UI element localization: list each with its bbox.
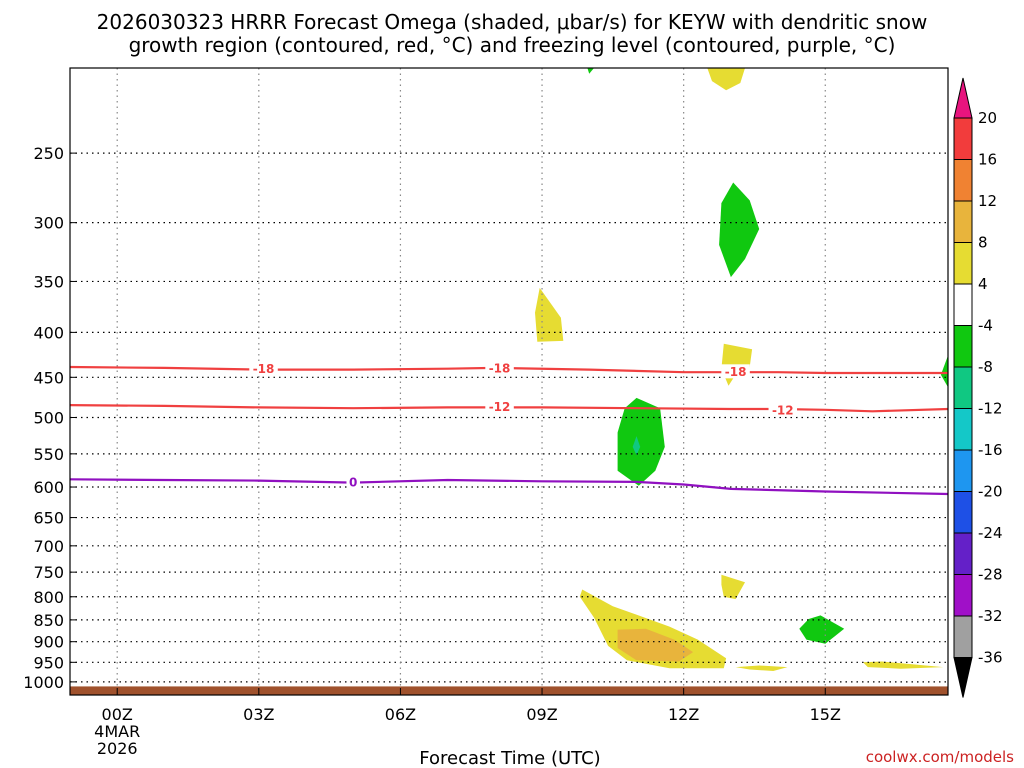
omega-region-0 xyxy=(707,68,745,91)
colorbar-swatch-1 xyxy=(953,159,973,202)
y-tick-label-850: 850 xyxy=(33,611,64,630)
omega-region-3 xyxy=(535,287,564,342)
colorbar-label-1: 16 xyxy=(978,151,997,169)
omega-region-1 xyxy=(587,68,594,74)
y-tick-label-800: 800 xyxy=(33,588,64,607)
colorbar-label-12: -32 xyxy=(978,607,1003,625)
colorbar-swatch-8 xyxy=(953,449,973,492)
colorbar-top-arrow xyxy=(953,77,973,119)
contour-label-bg-1-1 xyxy=(768,402,798,417)
colorbar-label-3: 8 xyxy=(978,234,988,252)
colorbar-bottom-arrow xyxy=(953,657,973,698)
y-tick-label-1000: 1000 xyxy=(23,673,64,692)
colorbar-swatch-7 xyxy=(953,408,973,451)
colorbar-swatch-9 xyxy=(953,491,973,534)
colorbar-swatch-5 xyxy=(953,325,973,368)
contour-label-0-1: -18 xyxy=(489,361,511,375)
colorbar-label-10: -24 xyxy=(978,524,1003,542)
chart-title-line-2: growth region (contoured, red, °C) and f… xyxy=(129,33,896,57)
colorbar-label-4: 4 xyxy=(978,275,988,293)
omega-region-10 xyxy=(617,628,694,662)
y-tick-label-250: 250 xyxy=(33,144,64,163)
x-tick-label-03Z: 03Z xyxy=(243,705,274,724)
omega-region-7 xyxy=(632,436,641,456)
contour-label-bg-0-1 xyxy=(485,360,514,375)
y-tick-label-950: 950 xyxy=(33,653,64,672)
colorbar-label-13: -36 xyxy=(978,649,1003,667)
y-tick-label-750: 750 xyxy=(33,563,64,582)
x-tick-label-06Z: 06Z xyxy=(385,705,416,724)
colorbar-swatch-10 xyxy=(953,532,973,575)
contour-line-0 xyxy=(70,478,948,496)
colorbar-swatch-6 xyxy=(953,366,973,409)
y-tick-label-900: 900 xyxy=(33,633,64,652)
x-tick-sublabel-1: 2026 xyxy=(97,739,138,758)
contour-label-bg-0-0 xyxy=(249,361,278,376)
y-tick-label-650: 650 xyxy=(33,509,64,528)
omega-region-9 xyxy=(579,589,727,669)
colorbar-label-0: 20 xyxy=(978,109,997,127)
contour-label-bg-0-2 xyxy=(721,364,750,379)
x-tick-sublabel-0: 4MAR xyxy=(94,722,140,741)
colorbar: 20 16 12 8 4 -4 -8 -12 -16 -20 -24 -28 -32 -36 xyxy=(953,77,1003,698)
colorbar-swatch-2 xyxy=(953,200,973,243)
y-tick-label-500: 500 xyxy=(33,408,64,427)
colorbar-label-8: -16 xyxy=(978,441,1003,459)
y-tick-label-700: 700 xyxy=(33,537,64,556)
colorbar-swatch-4 xyxy=(953,283,973,326)
contour-label-1-1: -12 xyxy=(772,403,794,417)
y-tick-label-450: 450 xyxy=(33,368,64,387)
omega-region-12 xyxy=(735,665,788,671)
contour-label-0-0: -18 xyxy=(253,362,275,376)
plot-area: -18 -18 -18 -12 -12 0 xyxy=(69,67,949,696)
contour-label-bg-1-0 xyxy=(485,399,514,414)
omega-region-5 xyxy=(940,355,948,388)
y-tick-label-350: 350 xyxy=(33,272,64,291)
chart-title-line-1: 2026030323 HRRR Forecast Omega (shaded, … xyxy=(97,10,928,34)
x-tick-label-12Z: 12Z xyxy=(668,705,699,724)
colorbar-label-2: 12 xyxy=(978,192,997,210)
plot-frame xyxy=(69,67,949,696)
contour-label-0-2: -18 xyxy=(725,365,747,379)
colorbar-swatch-12 xyxy=(953,615,973,658)
y-tick-label-400: 400 xyxy=(33,323,64,342)
y-tick-label-300: 300 xyxy=(33,214,64,233)
omega-region-11 xyxy=(799,615,845,644)
ground-strip xyxy=(70,686,948,695)
x-tick-label-15Z: 15Z xyxy=(810,705,841,724)
contour-label-1-0: -12 xyxy=(489,400,511,414)
colorbar-label-11: -28 xyxy=(978,566,1003,584)
x-tick-label-00Z: 00Z xyxy=(102,705,133,724)
contour-label-bg-2-0 xyxy=(346,474,360,489)
colorbar-swatch-3 xyxy=(953,242,973,285)
y-tick-label-600: 600 xyxy=(33,478,64,497)
colorbar-swatch-11 xyxy=(953,574,973,617)
colorbar-label-6: -8 xyxy=(978,358,993,376)
credit-text: coolwx.com/models xyxy=(866,748,1014,766)
x-axis-label: Forecast Time (UTC) xyxy=(419,748,600,768)
omega-region-2 xyxy=(719,182,760,278)
colorbar-label-9: -20 xyxy=(978,483,1003,501)
x-tick-label-09Z: 09Z xyxy=(526,705,557,724)
contour-label-2-0: 0 xyxy=(349,475,357,489)
omega-region-8 xyxy=(721,574,745,600)
contour-line--12 xyxy=(70,404,948,413)
plot-inner: -18 -18 -18 -12 -12 0 xyxy=(70,68,948,695)
omega-region-6 xyxy=(617,397,665,486)
colorbar-label-5: -4 xyxy=(978,317,993,335)
colorbar-swatch-0 xyxy=(953,117,973,160)
y-axis: 250 300 350 400 450 500 550 600 650 700 750 800 850 9… xyxy=(23,144,77,692)
y-tick-label-550: 550 xyxy=(33,445,64,464)
colorbar-label-7: -12 xyxy=(978,400,1003,418)
omega-region-13 xyxy=(863,661,944,669)
